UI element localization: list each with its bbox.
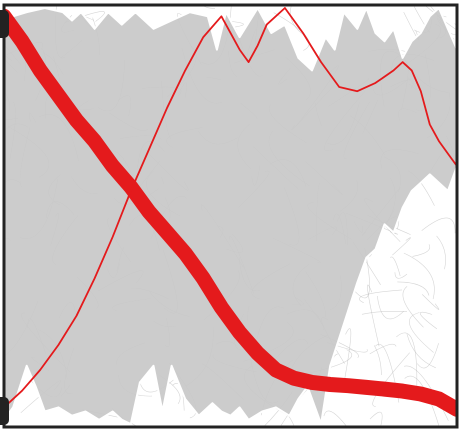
noise-line	[420, 311, 438, 330]
noise-line	[412, 244, 431, 257]
noise-line	[344, 328, 352, 379]
plot-frame	[2, 3, 459, 429]
band-area	[4, 7, 457, 425]
noise-line	[421, 217, 456, 234]
noise-line	[404, 375, 440, 427]
noise-line	[409, 312, 434, 353]
series-line-thin	[4, 7, 457, 409]
noise-line	[377, 295, 404, 320]
top-tab-marker	[0, 10, 9, 38]
noise-line	[201, 5, 216, 9]
noise-line	[373, 345, 382, 376]
noise-line	[397, 281, 430, 296]
noise-line	[323, 410, 348, 427]
noise-line	[389, 256, 401, 276]
noise-line	[403, 252, 435, 300]
noise-line	[392, 237, 411, 256]
noise-line	[394, 272, 408, 279]
noise-line	[406, 334, 436, 369]
noise-line	[416, 343, 439, 369]
noise-line	[436, 235, 446, 270]
noise-line	[359, 289, 403, 303]
series-line-thick	[4, 8, 457, 417]
uncertainty-band	[4, 7, 457, 425]
noise-line	[421, 294, 440, 310]
noise-line	[369, 343, 397, 355]
noise-line	[404, 365, 449, 421]
series-lines	[4, 7, 457, 417]
noise-line	[361, 311, 408, 315]
bottom-tab-marker	[0, 397, 9, 425]
noise-line	[396, 332, 418, 386]
noise-line	[402, 286, 424, 328]
